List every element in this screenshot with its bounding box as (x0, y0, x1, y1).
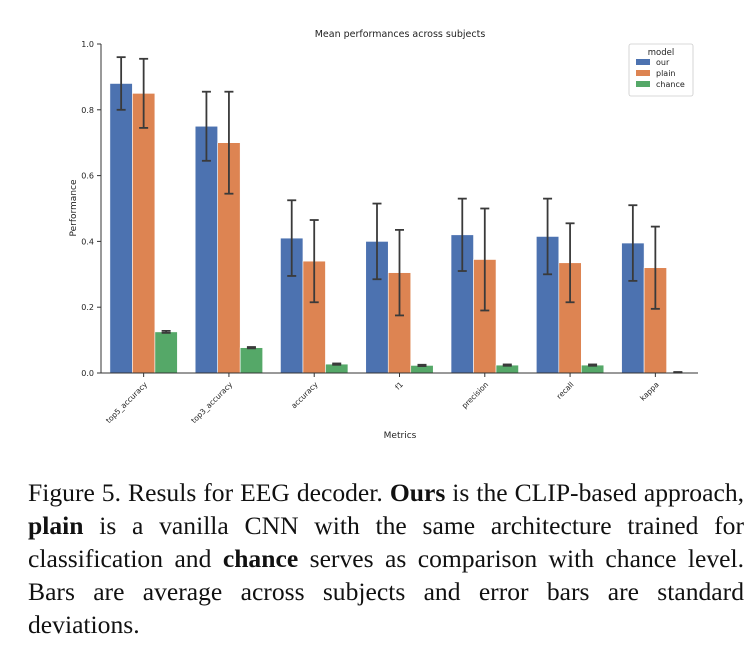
x-tick-label: top5_accuracy (104, 380, 149, 425)
legend-swatch-our (636, 59, 650, 65)
chart-title: Mean performances across subjects (315, 29, 486, 40)
error-bars-group (116, 56, 683, 374)
caption-bold-ours: Ours (389, 478, 446, 507)
x-ticks-group: top5_accuracy top3_accuracy accuracy f1 prec… (104, 373, 661, 425)
caption-bold-chance: chance (222, 544, 299, 573)
bar-chance (154, 331, 178, 374)
bars-group (109, 83, 690, 374)
caption-text-3: is a vanilla CNN with the same architect… (28, 511, 744, 573)
bar-chart: 0.0 0.2 0.4 0.6 0.8 1.0 top5_accuracy top3_acc… (69, 29, 698, 441)
legend-label-our: our (656, 58, 670, 67)
legend-title: model (648, 48, 674, 58)
y-tick-label: 0.6 (81, 172, 94, 181)
legend-label-chance: chance (656, 80, 685, 89)
legend-swatch-chance (636, 81, 650, 87)
bar-our (194, 125, 218, 374)
y-tick-label: 0.4 (81, 237, 94, 246)
legend-label-plain: plain (656, 69, 676, 78)
x-tick-label: f1 (393, 380, 405, 392)
y-tick-label: 0.0 (81, 369, 94, 378)
x-tick-label: precision (460, 380, 490, 410)
legend: model our plain chance (628, 43, 694, 97)
x-tick-label: recall (555, 380, 576, 401)
x-tick-label: accuracy (289, 380, 320, 411)
x-tick-label: kappa (638, 380, 661, 403)
caption-text-2: is the CLIP-based approach, (452, 478, 745, 507)
y-tick-label: 0.8 (81, 106, 94, 115)
legend-items: our plain chance (636, 58, 685, 89)
legend-swatch-plain (636, 70, 650, 76)
caption-text-1: Resuls for EEG decoder. (128, 478, 383, 507)
y-axis-label: Performance (69, 179, 79, 236)
caption-bold-plain: plain (28, 511, 84, 540)
y-ticks-group: 0.0 0.2 0.4 0.6 0.8 1.0 (81, 40, 101, 378)
caption-text-4: serves as comparison with chance level. … (28, 544, 745, 639)
bar-our (109, 83, 133, 374)
x-tick-label: top3_accuracy (189, 380, 234, 425)
figure-caption: Figure 5. Resuls for EEG decoder. Ours i… (28, 476, 744, 641)
y-tick-label: 1.0 (81, 40, 94, 49)
bar-chance (239, 347, 263, 374)
bar-plain (132, 93, 156, 374)
y-tick-label: 0.2 (81, 303, 94, 312)
x-axis-label: Metrics (384, 431, 417, 441)
caption-label: Figure 5. (28, 478, 122, 507)
